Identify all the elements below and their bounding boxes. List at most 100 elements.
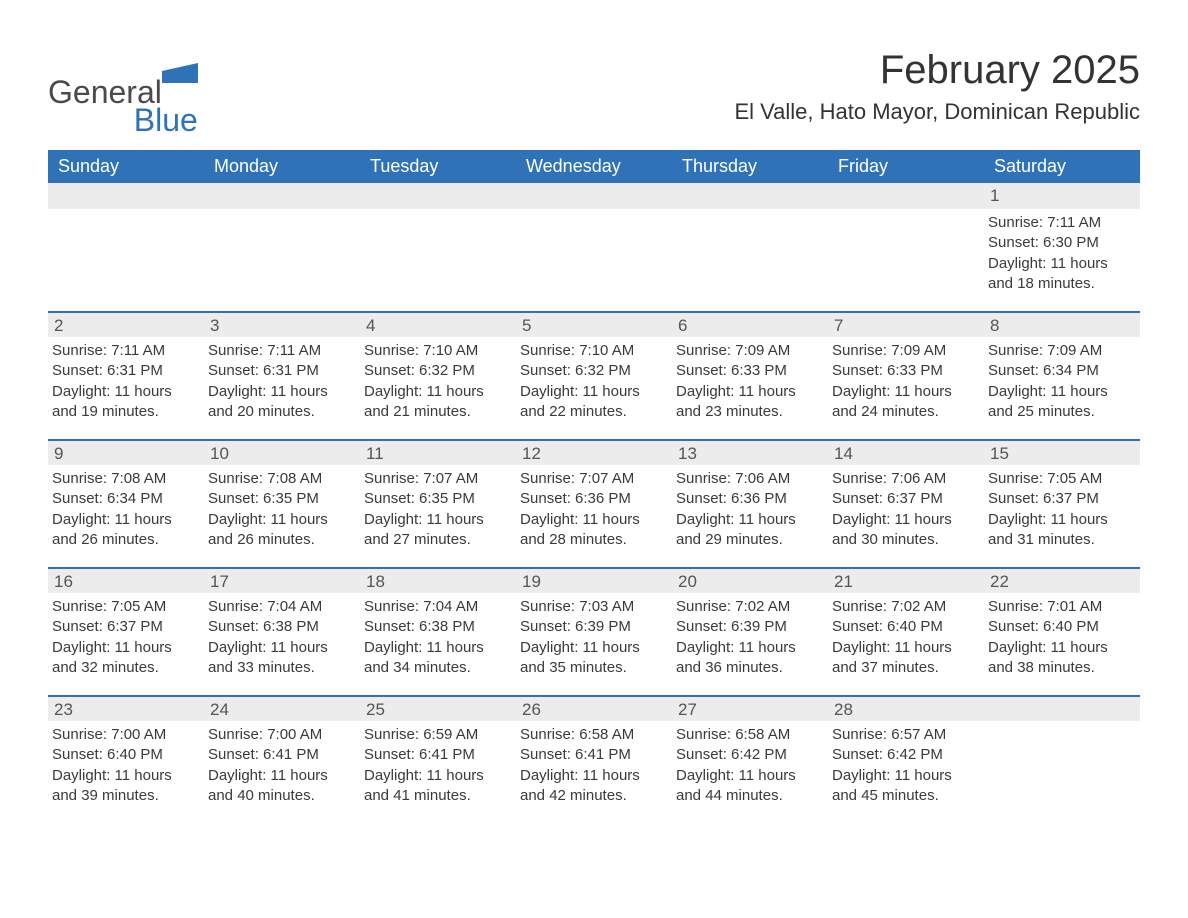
day-number: 19 [516,567,672,593]
day-info: Sunrise: 7:02 AMSunset: 6:39 PMDaylight:… [674,597,822,678]
day-info: Sunrise: 7:09 AMSunset: 6:33 PMDaylight:… [830,341,978,422]
day-cell: 11Sunrise: 7:07 AMSunset: 6:35 PMDayligh… [360,439,516,567]
week-row: 23 Sunrise: 7:00 AMSunset: 6:40 PM Dayligh… [48,695,1140,823]
dow-thursday: Thursday [672,150,828,183]
day-info: Sunrise: 6:58 AMSunset: 6:41 PMDaylight:… [518,725,666,806]
daylight-line: Daylight: 11 hours and 31 minutes. [988,510,1134,551]
day-cell: 21Sunrise: 7:02 AMSunset: 6:40 PMDayligh… [828,567,984,695]
month-title: February 2025 [734,48,1140,93]
day-info: Sunrise: 6:59 AMSunset: 6:41 PMDaylight:… [362,725,510,806]
day-of-week-header: Sunday Monday Tuesday Wednesday Thursday… [48,150,1140,183]
calendar: Sunday Monday Tuesday Wednesday Thursday… [48,150,1140,823]
sunset-line: Sunset: 6:39 PM [676,617,822,637]
day-cell [672,183,828,311]
page-header: General Blue February 2025 El Valle, Hat… [48,48,1140,136]
day-cell [48,183,204,311]
daylight-line: Daylight: 11 hours and 22 minutes. [520,382,666,423]
day-info: Sunrise: 7:05 AMSunset: 6:37 PMDaylight:… [986,469,1134,550]
sunset-line: Sunset: 6:42 PM [676,745,822,765]
sunrise-line: Sunrise: 7:04 AM [208,597,354,617]
daylight-line: Daylight: 11 hours and 35 minutes. [520,638,666,679]
sunset-line: Sunset: 6:38 PM [208,617,354,637]
day-info: Sunrise: 7:10 AMSunset: 6:32 PMDaylight:… [518,341,666,422]
sunset-line: Sunset: 6:32 PM [520,361,666,381]
day-cell: 6Sunrise: 7:09 AMSunset: 6:33 PMDaylight… [672,311,828,439]
sunrise-line: Sunrise: 7:01 AM [988,597,1134,617]
dow-friday: Friday [828,150,984,183]
sunset-line: Sunset: 6:36 PM [676,489,822,509]
sunset-line: Sunset: 6:41 PM [208,745,354,765]
daylight-line: Daylight: 11 hours and 32 minutes. [52,638,198,679]
day-number: 25 [360,695,516,721]
day-number: 7 [828,311,984,337]
sunrise-line: Sunrise: 7:09 AM [676,341,822,361]
day-info: Sunrise: 7:08 AMSunset: 6:35 PMDaylight:… [206,469,354,550]
sunrise-line: Sunrise: 7:07 AM [520,469,666,489]
sunset-line: Sunset: 6:36 PM [520,489,666,509]
day-cell: 3Sunrise: 7:11 AMSunset: 6:31 PMDaylight… [204,311,360,439]
sunset-line: Sunset: 6:38 PM [364,617,510,637]
day-cell [984,695,1140,823]
daylight-line: Daylight: 11 hours and 41 minutes. [364,766,510,807]
daylight-line: Daylight: 11 hours and 29 minutes. [676,510,822,551]
day-number [672,183,828,209]
location-subtitle: El Valle, Hato Mayor, Dominican Republic [734,99,1140,125]
sunset-line: Sunset: 6:34 PM [988,361,1134,381]
sunrise-line: Sunrise: 7:06 AM [832,469,978,489]
day-number: 1 [984,183,1140,209]
day-number: 6 [672,311,828,337]
day-number: 3 [204,311,360,337]
day-number: 12 [516,439,672,465]
sunrise-line: Sunrise: 7:11 AM [988,213,1134,233]
day-number: 20 [672,567,828,593]
sunset-line: Sunset: 6:35 PM [208,489,354,509]
day-cell: 4Sunrise: 7:10 AMSunset: 6:32 PMDaylight… [360,311,516,439]
day-number: 13 [672,439,828,465]
day-cell [360,183,516,311]
sunrise-line: Sunrise: 6:58 AM [520,725,666,745]
day-cell: 14Sunrise: 7:06 AMSunset: 6:37 PMDayligh… [828,439,984,567]
sunset-line: Sunset: 6:31 PM [52,361,198,381]
day-info: Sunrise: 7:05 AMSunset: 6:37 PMDaylight:… [50,597,198,678]
day-cell: 15Sunrise: 7:05 AMSunset: 6:37 PMDayligh… [984,439,1140,567]
day-cell: 18Sunrise: 7:04 AMSunset: 6:38 PMDayligh… [360,567,516,695]
brand-name: General Blue [48,56,198,136]
day-info: Sunrise: 7:11 AMSunset: 6:30 PMDaylight:… [986,213,1134,294]
day-number [984,695,1140,721]
day-info: Sunrise: 7:11 AMSunset: 6:31 PMDaylight:… [50,341,198,422]
logo-flag-icon [162,56,198,88]
week-row: 2Sunrise: 7:11 AMSunset: 6:31 PMDaylight… [48,311,1140,439]
day-cell: 23Sunrise: 7:00 AMSunset: 6:40 PMDayligh… [48,695,204,823]
day-number: 17 [204,567,360,593]
sunset-line: Sunset: 6:34 PM [52,489,198,509]
day-number [516,183,672,209]
dow-tuesday: Tuesday [360,150,516,183]
sunset-line: Sunset: 6:30 PM [988,233,1134,253]
day-number: 16 [48,567,204,593]
sunrise-line: Sunrise: 7:10 AM [364,341,510,361]
sunset-line: Sunset: 6:37 PM [52,617,198,637]
dow-sunday: Sunday [48,150,204,183]
day-number: 4 [360,311,516,337]
sunset-line: Sunset: 6:40 PM [52,745,198,765]
day-number: 5 [516,311,672,337]
day-number: 10 [204,439,360,465]
daylight-line: Daylight: 11 hours and 24 minutes. [832,382,978,423]
daylight-line: Daylight: 11 hours and 21 minutes. [364,382,510,423]
daylight-line: Daylight: 11 hours and 26 minutes. [52,510,198,551]
day-info: Sunrise: 7:09 AMSunset: 6:34 PMDaylight:… [986,341,1134,422]
sunset-line: Sunset: 6:40 PM [988,617,1134,637]
daylight-line: Daylight: 11 hours and 33 minutes. [208,638,354,679]
day-number: 18 [360,567,516,593]
sunrise-line: Sunrise: 7:11 AM [208,341,354,361]
day-number: 23 [48,695,204,721]
sunset-line: Sunset: 6:37 PM [988,489,1134,509]
day-cell: 1 Sunrise: 7:11 AMSunset: 6:30 PMDaylight… [984,183,1140,311]
sunrise-line: Sunrise: 7:00 AM [52,725,198,745]
day-cell: 26Sunrise: 6:58 AMSunset: 6:41 PMDayligh… [516,695,672,823]
day-cell: 20 Sunrise: 7:02 AMSunset: 6:39 PMDayligh… [672,567,828,695]
day-cell: 12Sunrise: 7:07 AMSunset: 6:36 PMDayligh… [516,439,672,567]
day-cell: 9Sunrise: 7:08 AMSunset: 6:34 PMDaylight… [48,439,204,567]
week-row: 1 Sunrise: 7:11 AMSunset: 6:30 PMDaylight… [48,183,1140,311]
sunrise-line: Sunrise: 6:58 AM [676,725,822,745]
